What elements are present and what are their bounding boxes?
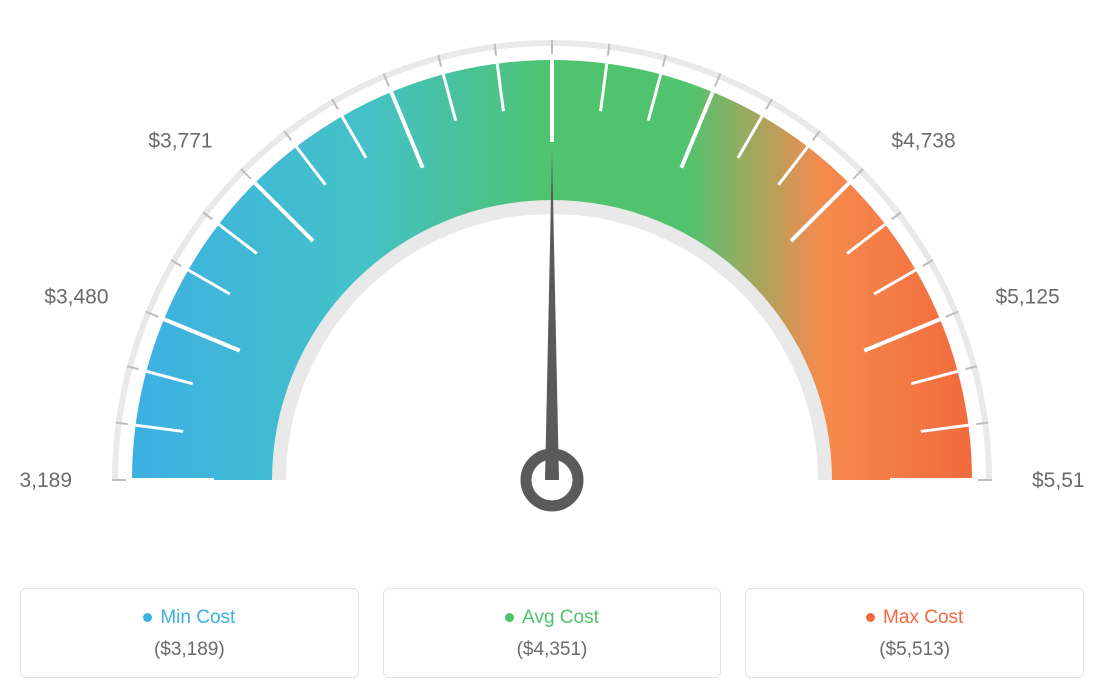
dot-avg xyxy=(505,613,514,622)
legend-title-max-text: Max Cost xyxy=(883,607,963,628)
dot-min xyxy=(143,613,152,622)
legend-row: Min Cost ($3,189) Avg Cost ($4,351) Max … xyxy=(20,588,1084,678)
legend-title-avg: Avg Cost xyxy=(394,607,711,629)
legend-card-min: Min Cost ($3,189) xyxy=(20,588,359,678)
legend-value-avg: ($4,351) xyxy=(394,639,711,661)
svg-text:$3,771: $3,771 xyxy=(148,130,212,153)
gauge-svg: $3,189$3,480$3,771$4,351$4,738$5,125$5,5… xyxy=(20,20,1084,560)
svg-text:$4,738: $4,738 xyxy=(891,130,955,153)
legend-title-max: Max Cost xyxy=(756,607,1073,629)
cost-gauge-chart: $3,189$3,480$3,771$4,351$4,738$5,125$5,5… xyxy=(20,20,1084,678)
svg-text:$5,513: $5,513 xyxy=(1032,469,1084,492)
svg-text:$3,189: $3,189 xyxy=(20,469,72,492)
legend-value-min: ($3,189) xyxy=(31,639,348,661)
legend-value-max: ($5,513) xyxy=(756,639,1073,661)
legend-title-min: Min Cost xyxy=(31,607,348,629)
legend-card-max: Max Cost ($5,513) xyxy=(745,588,1084,678)
legend-title-min-text: Min Cost xyxy=(160,607,235,628)
svg-text:$5,125: $5,125 xyxy=(995,285,1059,308)
legend-title-avg-text: Avg Cost xyxy=(522,607,599,628)
svg-text:$3,480: $3,480 xyxy=(44,285,108,308)
legend-card-avg: Avg Cost ($4,351) xyxy=(383,588,722,678)
dot-max xyxy=(866,613,875,622)
